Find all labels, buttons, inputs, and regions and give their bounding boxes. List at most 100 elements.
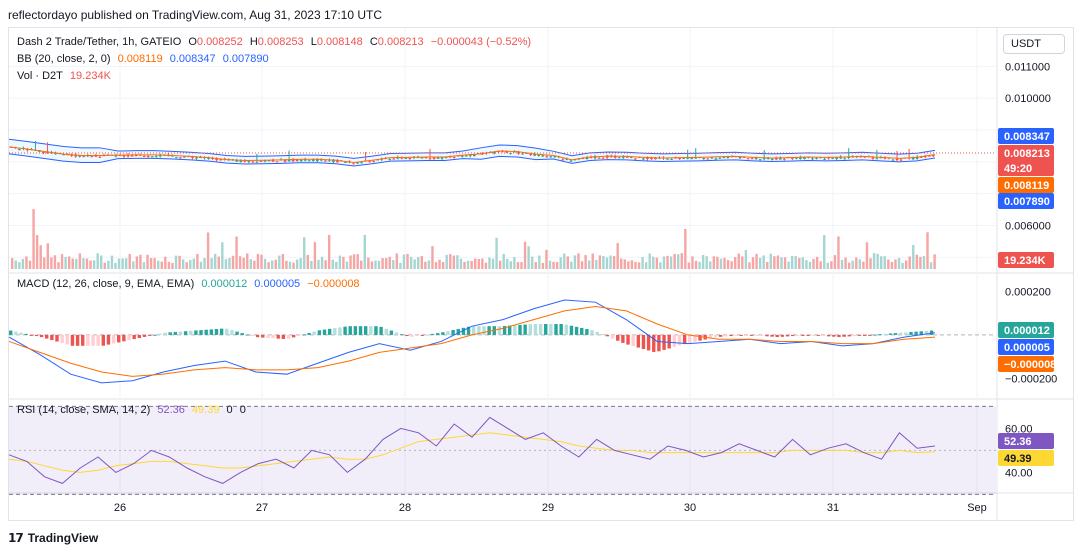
volume-bar [381, 258, 384, 269]
macd-histogram-bar [276, 334, 280, 339]
volume-bar [317, 259, 320, 269]
volume-bar [85, 258, 89, 269]
volume-bar [712, 256, 716, 269]
volume-bar [235, 236, 238, 269]
macd-histogram-bar [734, 334, 738, 336]
volume-bar [648, 253, 651, 269]
macd-histogram-bar [580, 327, 584, 335]
candle-body [642, 158, 645, 160]
volume-bar [904, 260, 908, 269]
candle-body [593, 156, 597, 159]
macd-histogram-bar [600, 334, 605, 336]
macd-histogram-bar [209, 329, 214, 335]
candle-body [191, 156, 194, 158]
volume-bar [135, 256, 139, 269]
macd-histogram-bar [451, 330, 455, 335]
volume-bar [174, 255, 178, 269]
candle-body [432, 157, 436, 159]
c-value: 0.008213 [377, 36, 424, 48]
volume-bar [737, 253, 740, 269]
currency-button[interactable]: USDT [1003, 34, 1065, 54]
candle-body [746, 158, 750, 160]
macd-histogram-bar [91, 334, 95, 346]
volume-bar [132, 261, 135, 269]
volume-bar [53, 255, 57, 269]
volume-bar [634, 261, 637, 269]
volume-bar [164, 256, 167, 269]
volume-bar [35, 235, 39, 269]
candle-body [621, 156, 625, 158]
volume-bar [516, 262, 520, 269]
candle-body [78, 155, 82, 157]
macd-histogram-bar [34, 334, 39, 337]
macd-hist-badge-text: 0.000012 [1004, 325, 1050, 337]
volume-bar [32, 209, 35, 269]
bb-lower-value: 0.007890 [222, 53, 269, 65]
volume-bar [153, 258, 156, 269]
price-tick: 0.006000 [1005, 220, 1051, 232]
macd-histogram-bar [142, 334, 147, 337]
volume-bar [367, 257, 370, 269]
macd-histogram-bar [194, 330, 198, 335]
change-value: −0.000043 (−0.52%) [430, 36, 532, 48]
o-label: O [188, 36, 197, 48]
volume-bar [189, 259, 192, 269]
macd-histogram-bar [780, 334, 785, 337]
volume-bar [837, 236, 840, 269]
volume-bar [498, 260, 502, 269]
volume-bar [755, 253, 758, 269]
volume-bar [124, 258, 128, 269]
volume-bar [826, 262, 829, 269]
macd-histogram-bar [688, 334, 692, 343]
macd-histogram-bar [117, 334, 121, 343]
candle-body [875, 158, 879, 160]
candle-body [291, 159, 295, 162]
volume-bar [790, 255, 794, 269]
volume-bar [609, 255, 612, 269]
candle-body [537, 154, 541, 156]
volume-bar [819, 261, 822, 269]
rsi-legend: RSI (14, close, SMA, 14, 2) 52.36 49.39 … [17, 404, 250, 416]
macd-histogram-bar [919, 331, 923, 335]
volume-bar [107, 260, 110, 269]
volume-bar [285, 260, 288, 269]
volume-bar [149, 258, 153, 269]
volume-bar [830, 261, 833, 269]
price-legend: Dash 2 Trade/Tether, 1h, GATEIO O0.00825… [17, 36, 535, 48]
l-value: 0.008148 [316, 36, 363, 48]
volume-bar [488, 257, 491, 269]
volume-bar [666, 255, 669, 269]
vol-value: 19.234K [69, 70, 111, 82]
macd-histogram-bar [261, 334, 265, 338]
volume-bar [541, 262, 545, 269]
volume-bar [345, 261, 349, 269]
volume-bar [523, 241, 527, 269]
volume-bar [659, 262, 662, 269]
volume-bar [445, 254, 448, 269]
volume-bar [627, 261, 630, 269]
chart-frame[interactable] [8, 27, 1074, 521]
volume-bar [146, 254, 149, 269]
macd-histogram-bar [14, 331, 18, 335]
candle-body [630, 156, 633, 158]
candle-body [871, 157, 875, 159]
bb-label: BB (20, close, 2, 0) [17, 53, 111, 65]
rsi-ma-badge [998, 450, 1054, 466]
candle-body [847, 156, 851, 158]
volume-bar [431, 246, 434, 269]
volume-bar [399, 262, 402, 269]
volume-bar [288, 261, 292, 269]
macd-histogram-bar [286, 334, 291, 339]
volume-bar [50, 257, 53, 269]
macd-histogram-bar [610, 334, 615, 339]
volume-bar [278, 255, 281, 269]
volume-bar [705, 256, 708, 269]
macd-histogram-bar [55, 334, 59, 342]
volume-bar [249, 259, 253, 269]
macd-histogram-bar [482, 326, 486, 335]
volume-bar [677, 254, 680, 269]
macd-histogram-bar [343, 326, 347, 335]
volume-bar [181, 259, 185, 269]
candle-body [791, 157, 794, 159]
